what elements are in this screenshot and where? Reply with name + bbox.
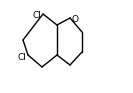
Text: Cl: Cl [17,53,26,61]
Text: O: O [71,15,78,24]
Text: Cl: Cl [32,11,41,20]
